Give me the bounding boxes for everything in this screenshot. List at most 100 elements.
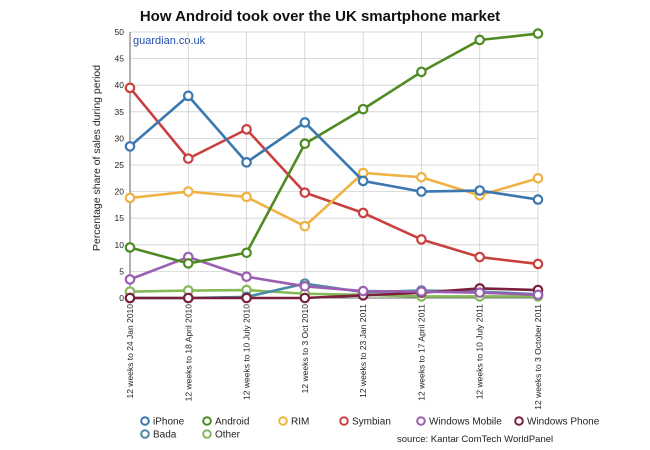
- chart-source: source: Kantar ComTech WorldPanel: [397, 434, 553, 445]
- series-windows-mobile: [124, 251, 544, 301]
- legend-item: Other: [202, 429, 241, 441]
- data-point: [474, 185, 486, 196]
- legend-marker: [514, 416, 524, 426]
- series-layer: [124, 28, 544, 304]
- x-tick-labels: 12 weeks to 24 Jan 2010 12 weeks to 18 Ap…: [125, 304, 543, 410]
- data-point: [124, 141, 136, 152]
- legend-item: Bada: [140, 429, 177, 441]
- series-line: [129, 288, 538, 298]
- legend-item: iPhone: [140, 416, 185, 428]
- chart-title: How Android took over the UK smartphone …: [140, 8, 500, 25]
- data-point: [357, 285, 369, 297]
- data-point: [124, 192, 136, 204]
- legend-label: Windows Mobile: [429, 417, 502, 428]
- y-tick-label: 50: [115, 27, 125, 37]
- x-tick-label: 12 weeks to 23 Jan 2011: [358, 304, 368, 398]
- x-tick-label: 12 weeks to 24 Jan 2010: [125, 304, 135, 399]
- series-line: [129, 171, 539, 228]
- series-line: [129, 32, 539, 265]
- data-point: [416, 234, 427, 245]
- legend-marker: [339, 416, 349, 426]
- legend-item: Windows Phone: [514, 416, 600, 428]
- data-point: [357, 103, 369, 115]
- legend-marker: [202, 416, 212, 426]
- data-point: [124, 242, 136, 253]
- data-point: [241, 124, 252, 135]
- legend-marker: [140, 429, 150, 439]
- y-tick-label: 35: [115, 107, 125, 117]
- data-point: [241, 157, 252, 168]
- legend-label: iPhone: [153, 417, 185, 428]
- legend-marker: [140, 416, 150, 426]
- series-android: [124, 28, 544, 269]
- legend-label: RIM: [291, 417, 309, 428]
- legend-label: Symbian: [352, 417, 391, 428]
- data-point: [532, 289, 544, 301]
- y-tick-label: 10: [115, 240, 125, 250]
- data-point: [357, 207, 369, 219]
- y-tick-label: 40: [115, 80, 125, 90]
- y-axis-label: Percentage share of sales during period: [91, 65, 103, 251]
- data-point: [299, 117, 311, 128]
- chart-credit: guardian.co.uk: [133, 35, 206, 47]
- data-point: [241, 247, 252, 259]
- data-point: [532, 173, 544, 184]
- legend: iPhone Android RIM Symbian Windows Mobile Win…: [140, 416, 600, 441]
- data-point: [241, 271, 252, 283]
- series-symbian: [124, 82, 544, 270]
- data-point: [532, 194, 544, 205]
- legend-item: Symbian: [339, 416, 391, 428]
- series-line: [128, 87, 539, 266]
- x-tick-label: 12 weeks to 17 April 2011: [416, 304, 426, 401]
- data-point: [124, 274, 136, 285]
- y-tick-label: 30: [115, 133, 125, 143]
- x-tick-label: 12 weeks to 10 July 2010: [242, 304, 252, 400]
- data-point: [124, 292, 136, 304]
- data-point: [416, 286, 427, 297]
- y-tick-label: 45: [115, 54, 125, 64]
- data-point: [182, 292, 194, 304]
- legend-item: Android: [202, 416, 249, 428]
- legend-marker: [278, 416, 288, 426]
- data-point: [299, 220, 311, 232]
- data-point: [357, 175, 369, 187]
- data-point: [182, 90, 194, 102]
- legend-label: Windows Phone: [527, 417, 600, 428]
- data-point: [182, 186, 194, 197]
- y-tick-label: 25: [115, 160, 125, 170]
- x-tick-label: 12 weeks to 18 April 2010: [183, 304, 193, 402]
- legend-item: Windows Mobile: [416, 416, 502, 428]
- data-point: [532, 28, 544, 39]
- data-point: [299, 292, 311, 304]
- legend-marker: [416, 416, 426, 426]
- data-point: [241, 292, 252, 304]
- data-point: [416, 186, 427, 197]
- data-point: [241, 191, 252, 203]
- series-line: [129, 94, 539, 201]
- y-tick-label: 20: [115, 187, 125, 197]
- series-line: [129, 255, 539, 297]
- y-tick-label: 0: [119, 293, 124, 303]
- legend-item: RIM: [278, 416, 309, 428]
- data-point: [182, 153, 194, 164]
- legend-label: Other: [215, 430, 241, 441]
- x-tick-label: 12 weeks to 10 July 2011: [475, 304, 485, 400]
- data-point: [416, 171, 427, 183]
- x-tick-label: 12 weeks to 3 October 2011: [533, 304, 543, 410]
- legend-label: Android: [215, 417, 249, 428]
- data-point: [299, 187, 311, 198]
- data-point: [299, 280, 311, 292]
- series-iphone: [124, 90, 544, 205]
- data-point: [182, 258, 194, 269]
- data-point: [474, 34, 486, 46]
- data-point: [474, 287, 486, 298]
- data-point: [124, 82, 136, 94]
- y-tick-label: 15: [115, 213, 125, 223]
- data-point: [532, 258, 544, 270]
- data-point: [416, 66, 427, 78]
- y-tick-label: 5: [119, 266, 124, 276]
- series-line: [130, 287, 539, 300]
- x-tick-label: 12 weeks to 3 Oct 2010: [300, 304, 310, 394]
- legend-label: Bada: [153, 430, 177, 441]
